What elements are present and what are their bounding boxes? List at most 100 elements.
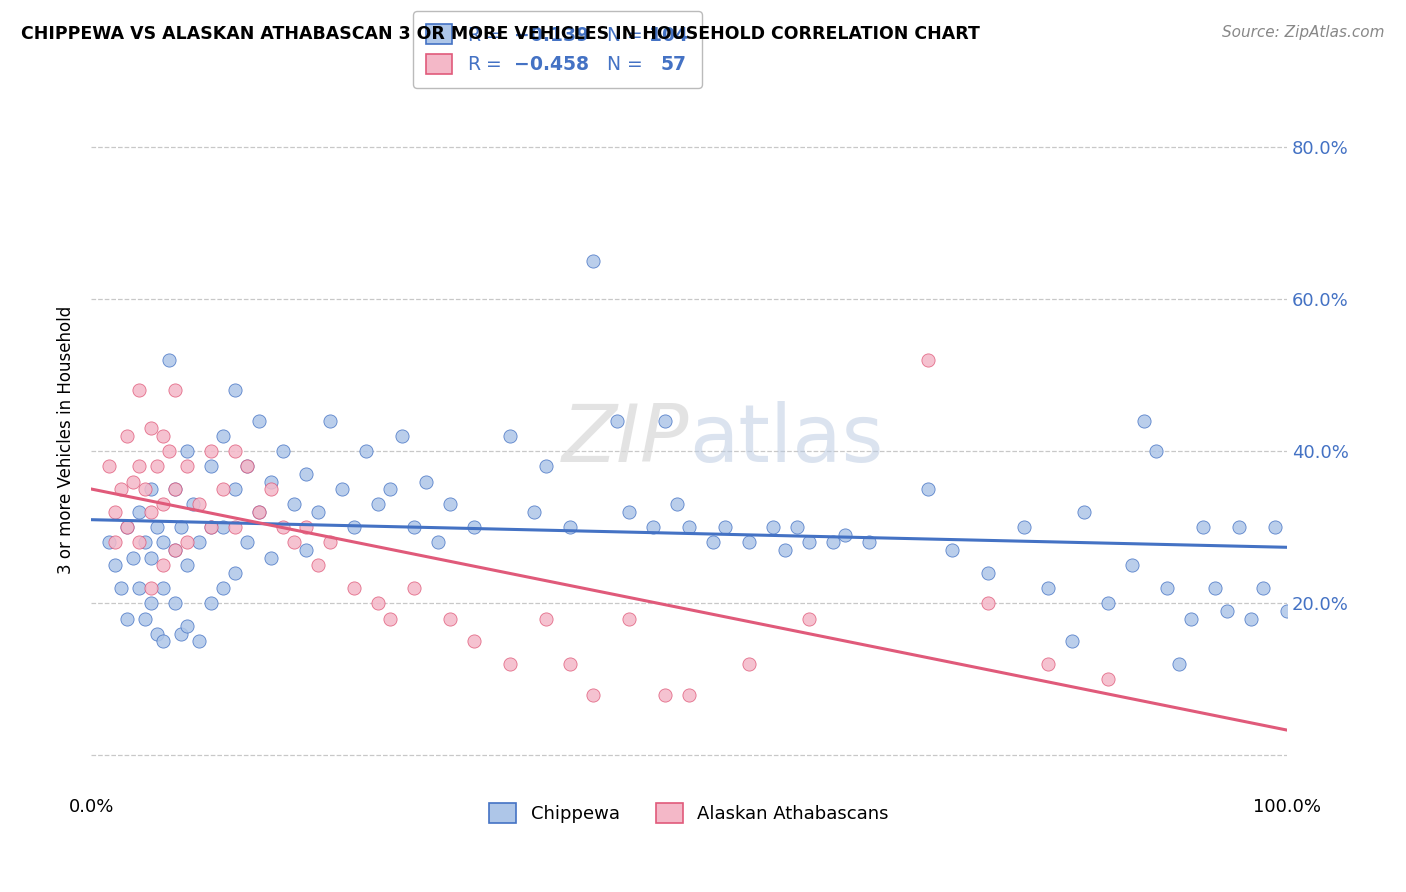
Point <box>115 520 138 534</box>
Point <box>702 535 724 549</box>
Point <box>235 459 257 474</box>
Point <box>146 459 169 474</box>
Point <box>259 475 281 489</box>
Point <box>139 581 162 595</box>
Point <box>200 520 222 534</box>
Point <box>152 581 174 595</box>
Point <box>200 444 222 458</box>
Point <box>1275 604 1298 618</box>
Point <box>115 520 138 534</box>
Point <box>176 535 198 549</box>
Text: ZIP: ZIP <box>562 401 689 479</box>
Point <box>157 353 180 368</box>
Point <box>152 558 174 573</box>
Point <box>157 444 180 458</box>
Point <box>1240 611 1263 625</box>
Point <box>146 626 169 640</box>
Point <box>139 483 162 497</box>
Point <box>187 634 209 648</box>
Point <box>295 520 318 534</box>
Point <box>499 657 522 672</box>
Point <box>402 520 425 534</box>
Point <box>499 429 522 443</box>
Point <box>176 619 198 633</box>
Point <box>534 611 557 625</box>
Point <box>110 483 132 497</box>
Point <box>977 566 1000 580</box>
Point <box>1036 657 1059 672</box>
Point <box>1180 611 1202 625</box>
Point <box>211 520 233 534</box>
Point <box>271 444 294 458</box>
Point <box>139 421 162 435</box>
Point <box>98 535 121 549</box>
Point <box>797 535 820 549</box>
Point <box>797 611 820 625</box>
Point <box>1216 604 1239 618</box>
Point <box>941 543 963 558</box>
Point <box>110 581 132 595</box>
Point <box>319 535 342 549</box>
Point <box>606 414 628 428</box>
Point <box>1073 505 1095 519</box>
Point <box>439 498 461 512</box>
Point <box>1132 414 1154 428</box>
Point <box>1060 634 1083 648</box>
Point <box>152 429 174 443</box>
Point <box>1012 520 1035 534</box>
Point <box>858 535 880 549</box>
Point <box>146 520 169 534</box>
Point <box>211 581 233 595</box>
Point <box>176 459 198 474</box>
Point <box>224 566 246 580</box>
Point <box>666 498 689 512</box>
Point <box>283 498 305 512</box>
Point <box>283 535 305 549</box>
Point <box>128 505 150 519</box>
Point <box>295 467 318 481</box>
Point <box>259 483 281 497</box>
Point <box>224 444 246 458</box>
Point <box>134 611 156 625</box>
Point <box>1227 520 1250 534</box>
Point <box>714 520 737 534</box>
Point <box>1192 520 1215 534</box>
Point <box>187 535 209 549</box>
Point <box>378 611 401 625</box>
Point <box>678 520 700 534</box>
Point <box>463 520 485 534</box>
Point <box>1121 558 1143 573</box>
Point <box>170 520 193 534</box>
Point <box>354 444 377 458</box>
Point <box>247 505 270 519</box>
Point <box>1168 657 1191 672</box>
Point <box>558 657 581 672</box>
Point <box>176 558 198 573</box>
Point <box>152 535 174 549</box>
Point <box>211 429 233 443</box>
Point <box>163 384 186 398</box>
Point <box>619 505 641 519</box>
Point <box>582 254 605 268</box>
Point <box>582 688 605 702</box>
Point <box>523 505 546 519</box>
Point <box>654 414 676 428</box>
Point <box>200 596 222 610</box>
Point <box>181 498 204 512</box>
Point <box>271 520 294 534</box>
Point <box>235 459 257 474</box>
Point <box>224 384 246 398</box>
Point <box>738 657 761 672</box>
Point <box>558 520 581 534</box>
Point <box>211 483 233 497</box>
Point <box>163 596 186 610</box>
Point <box>224 483 246 497</box>
Point <box>343 581 366 595</box>
Point <box>200 520 222 534</box>
Point <box>786 520 808 534</box>
Point <box>152 634 174 648</box>
Point <box>152 498 174 512</box>
Point <box>163 483 186 497</box>
Point <box>224 520 246 534</box>
Point <box>977 596 1000 610</box>
